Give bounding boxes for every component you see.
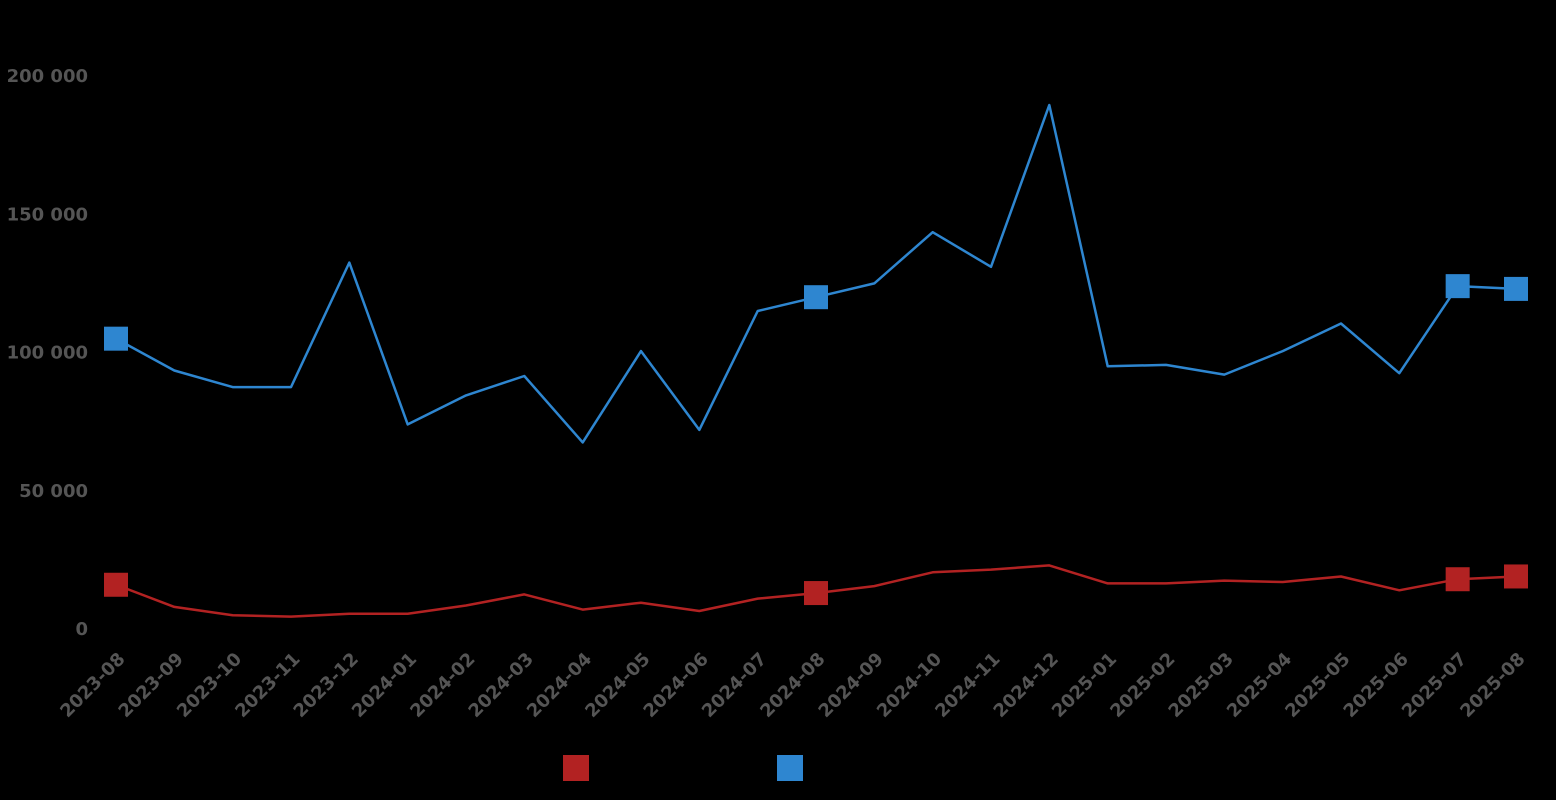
- data-point-marker: [804, 581, 828, 606]
- y-tick-label: 150 000: [7, 204, 88, 225]
- legend-item: [777, 755, 803, 781]
- y-tick-label: 100 000: [7, 343, 88, 364]
- x-axis: 2023-082023-092023-102023-112023-122024-…: [56, 649, 1529, 722]
- y-tick-label: 50 000: [19, 481, 88, 502]
- data-point-marker: [1504, 276, 1528, 301]
- legend-swatch: [777, 755, 803, 781]
- legend-swatch: [563, 755, 589, 781]
- series-line: [115, 103, 1517, 444]
- y-tick-label: 200 000: [7, 66, 88, 87]
- series-1: [104, 564, 1528, 618]
- data-point-marker: [1445, 274, 1470, 299]
- y-axis: 0 50 000 100 000 150 000 200 000: [7, 66, 88, 640]
- data-point-marker: [104, 326, 128, 351]
- legend-item: [563, 755, 589, 781]
- series-layer: [104, 103, 1528, 618]
- data-point-marker: [1504, 564, 1528, 589]
- legend: [563, 755, 803, 781]
- y-tick-label: 0: [75, 619, 88, 640]
- series-2: [104, 103, 1528, 444]
- data-point-marker: [104, 572, 128, 597]
- data-point-marker: [1445, 567, 1470, 592]
- data-point-marker: [804, 285, 828, 310]
